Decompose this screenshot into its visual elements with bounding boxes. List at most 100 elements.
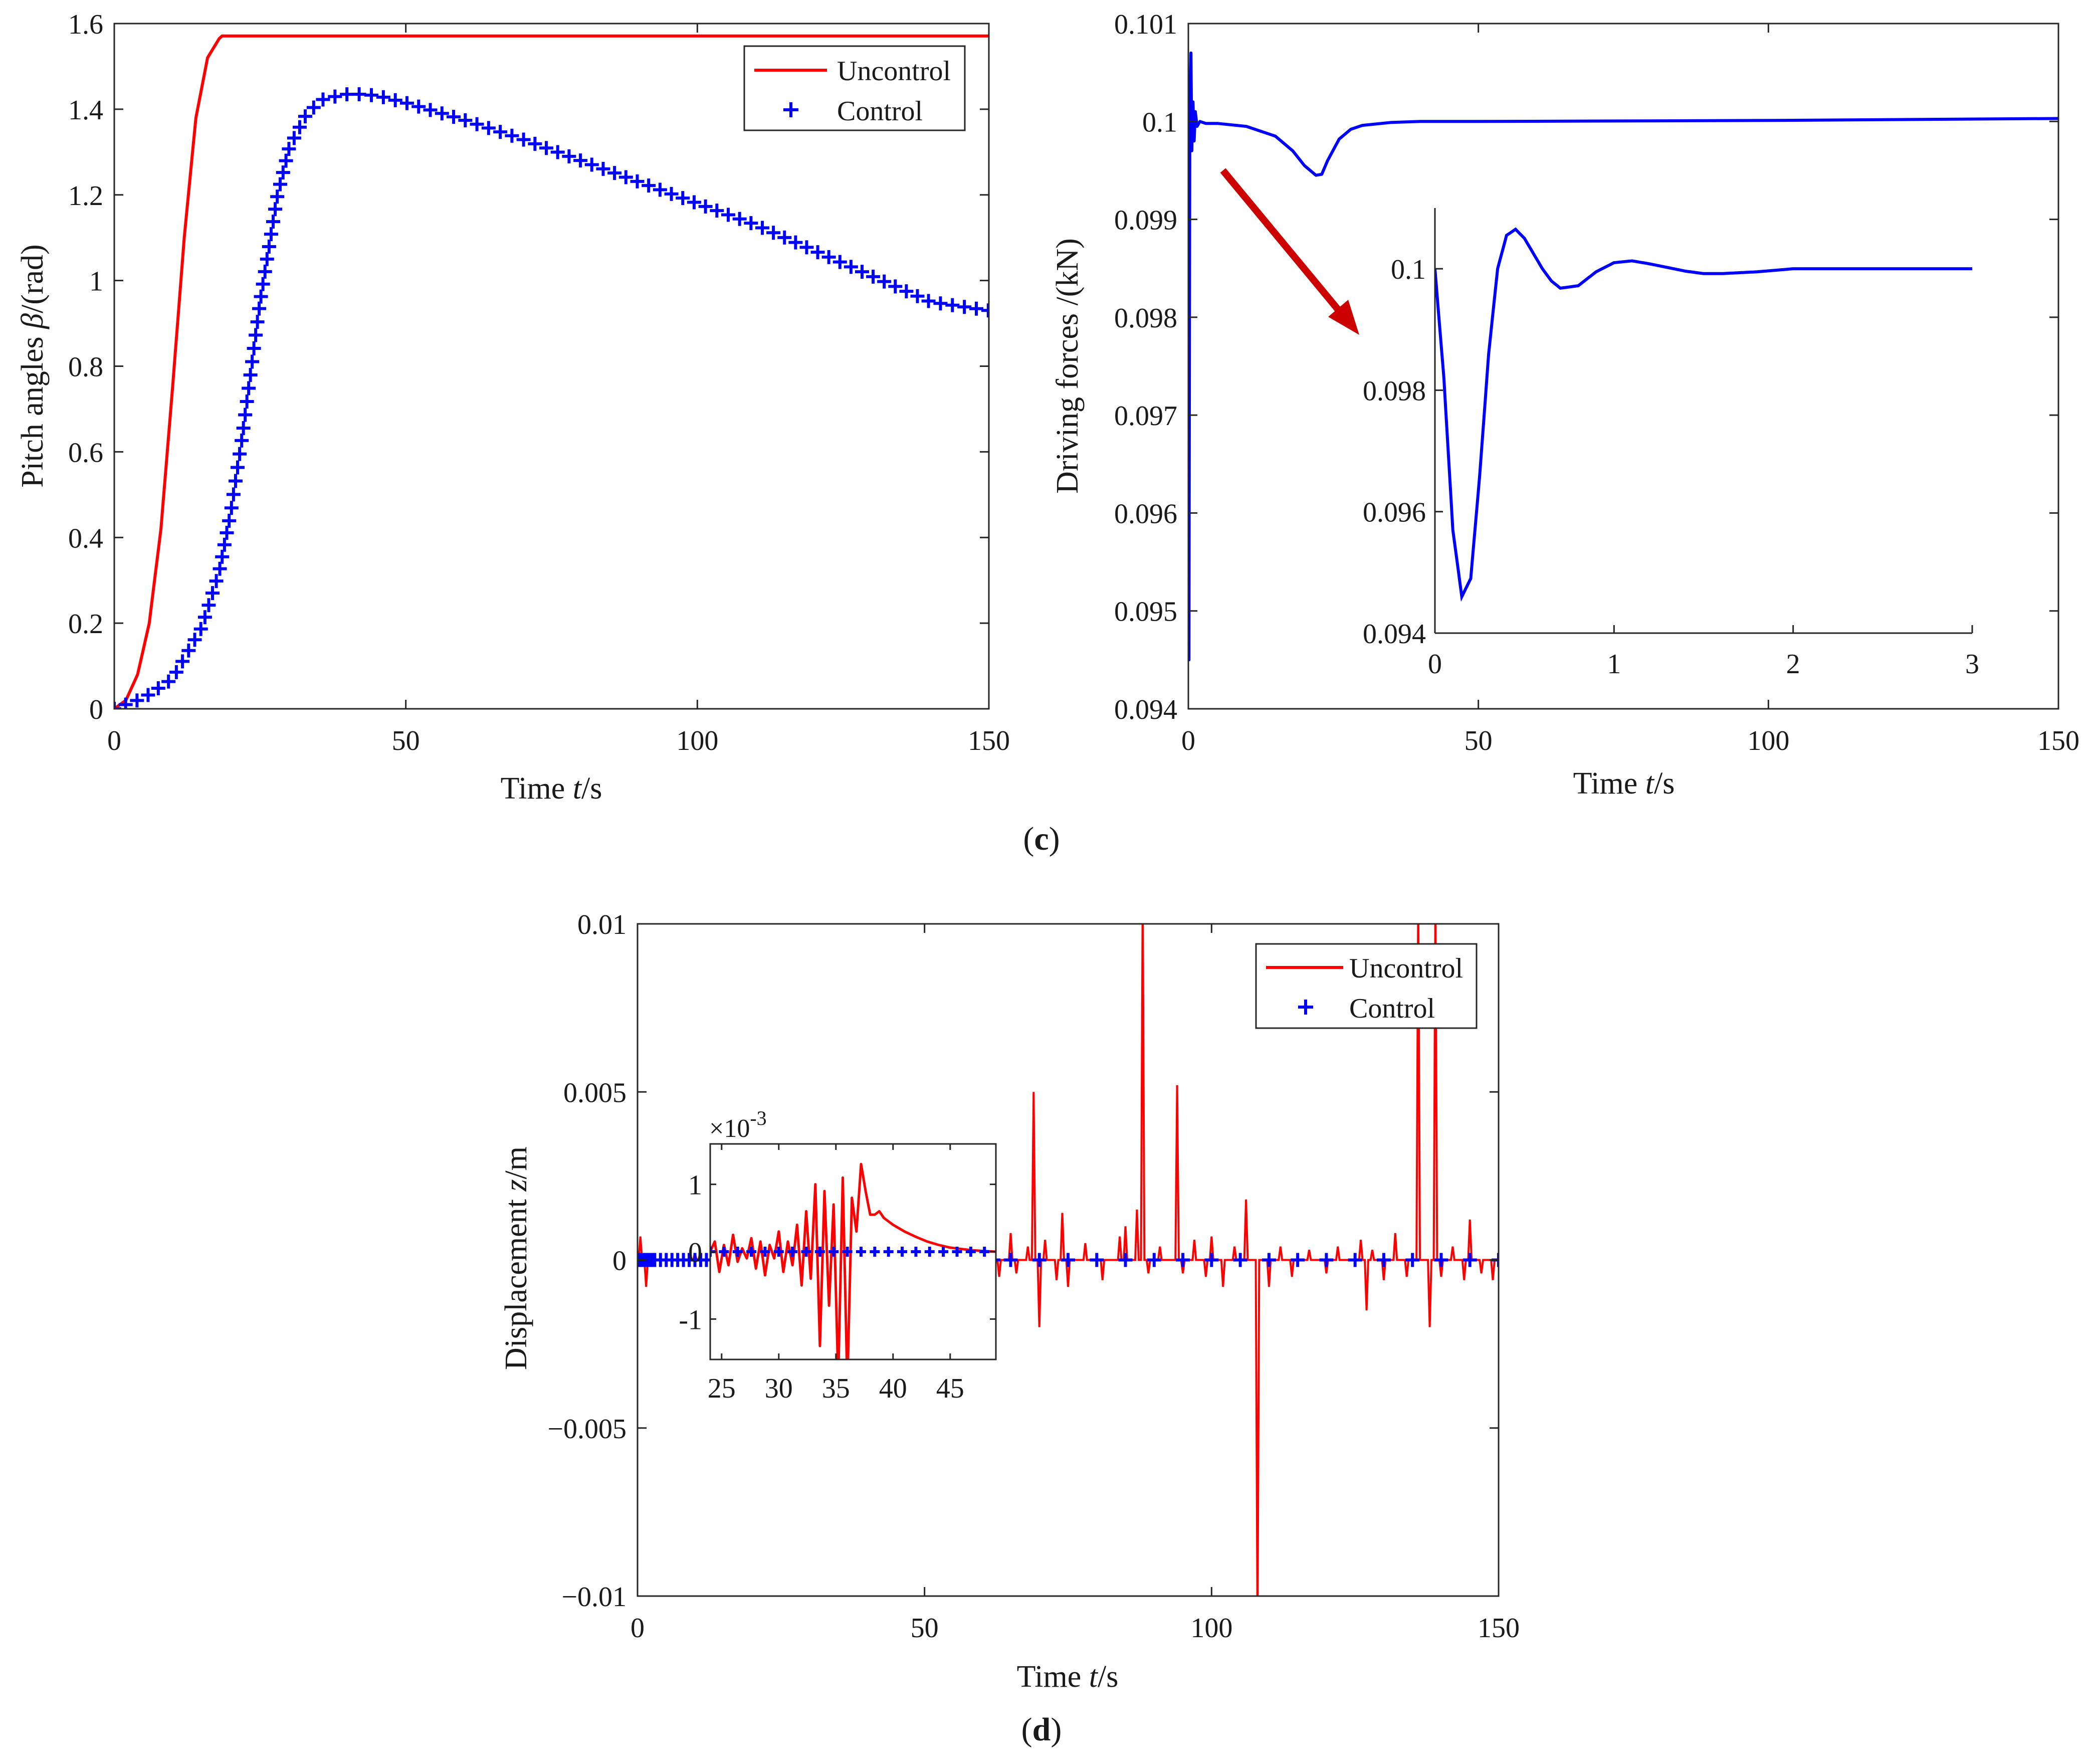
x-tick-label: 100: [676, 725, 718, 756]
chart-pitch-angles: 0 50 100 150 0 0.2 0.4 0.6 0.8 1 1.2 1.4 1.6 Uncontr…: [16, 9, 1010, 806]
control-marker: [618, 170, 633, 184]
control-marker: [287, 131, 301, 145]
y-tick-label: 1.2: [68, 180, 103, 212]
control-marker: [240, 394, 254, 409]
control-marker: [250, 315, 265, 329]
control-marker: [945, 298, 960, 312]
control-marker: [118, 697, 133, 709]
y-tick-label: 0: [688, 1237, 702, 1268]
control-marker: [266, 215, 281, 229]
y-tick-label: 0: [89, 694, 103, 725]
control-marker: [821, 250, 836, 264]
control-marker: [193, 622, 208, 636]
y-tick-label: 0.2: [68, 609, 103, 640]
control-marker: [810, 245, 825, 260]
y-tick-label: 0.097: [1114, 401, 1177, 432]
control-marker: [245, 354, 260, 369]
y-tick-label: 0.098: [1363, 375, 1426, 407]
y-tick-label: 0.099: [1114, 205, 1177, 236]
ticks-layer: 0 50 100 150 0.094 0.095 0.096 0.097 0.098 0.099 0…: [1114, 9, 2079, 756]
y-tick-label: -1: [679, 1304, 702, 1335]
y-tick-label: 1.4: [68, 95, 103, 126]
control-marker: [161, 674, 176, 689]
control-marker: [653, 182, 667, 197]
control-marker: [141, 688, 155, 702]
control-marker: [755, 221, 770, 235]
y-tick-label: 1: [688, 1170, 702, 1201]
y-tick-label: −0.005: [547, 1414, 626, 1445]
control-marker: [539, 141, 554, 155]
y-tick-label: 0.101: [1114, 9, 1177, 40]
y-tick-label: 0.6: [68, 437, 103, 468]
control-marker: [282, 142, 296, 156]
x-tick-label: 100: [1190, 1613, 1232, 1644]
inset-ticks-layer: 25 30 35 40 45 -1 0 1: [679, 1144, 996, 1404]
x-tick-label: 45: [936, 1373, 964, 1404]
x-tick-label: 0: [1181, 725, 1195, 756]
inset-control-marker: [952, 1247, 962, 1257]
control-marker: [247, 341, 261, 356]
inset-driving-force-line: [1435, 227, 1972, 602]
inset-exponent-label: ×10-3: [709, 1107, 767, 1143]
control-marker: [411, 99, 426, 114]
control-marker: [607, 166, 622, 180]
y-axis-label: Pitch angles β/(rad): [16, 244, 50, 487]
control-marker: [364, 88, 379, 102]
control-marker: [388, 93, 402, 107]
x-tick-label: 100: [1747, 725, 1789, 756]
legend-uncontrol-label: Uncontrol: [1349, 953, 1463, 984]
y-tick-label: 1.6: [68, 9, 103, 40]
inset-control-marker: [911, 1247, 921, 1257]
control-marker: [1319, 1253, 1334, 1267]
control-marker: [236, 421, 251, 435]
ticks-layer: 0 50 100 150 0 0.2 0.4 0.6 0.8 1 1.2 1.4 1.6: [68, 9, 1010, 756]
control-marker: [235, 433, 249, 448]
control-marker: [1405, 1253, 1420, 1267]
legend-uncontrol-label: Uncontrol: [837, 56, 951, 87]
zoom-arrow: [1220, 168, 1359, 335]
control-marker: [215, 549, 230, 564]
legend-control-marker: [783, 102, 798, 117]
control-marker: [832, 255, 847, 269]
y-tick-label: 0.005: [563, 1077, 626, 1108]
control-marker: [228, 474, 243, 488]
ticks-layer: 0 50 100 150 −0.01 −0.005 0 0.005 0.01: [547, 909, 1520, 1644]
x-tick-label: 50: [1465, 725, 1493, 756]
control-marker: [270, 189, 285, 204]
control-marker: [596, 161, 610, 176]
axes-box: [1187, 23, 2059, 710]
control-marker: [1463, 1253, 1477, 1267]
caption-d: (d): [1021, 1711, 1062, 1748]
control-marker: [744, 216, 758, 231]
control-marker: [209, 574, 224, 589]
control-marker: [242, 381, 256, 396]
inset-control-marker: [828, 1247, 839, 1257]
control-marker: [969, 301, 983, 316]
control-marker: [766, 226, 781, 240]
control-marker: [1348, 1253, 1362, 1267]
series-layer: [1188, 51, 2058, 662]
control-marker: [493, 125, 508, 139]
legend: Uncontrol Control: [743, 45, 966, 131]
inset-control-marker: [979, 1247, 990, 1257]
inset-control-marker: [965, 1247, 976, 1257]
control-marker: [642, 178, 656, 193]
control-marker: [399, 96, 414, 110]
control-marker: [151, 681, 165, 696]
control-marker: [957, 300, 972, 314]
legend: Uncontrol Control: [1255, 943, 1478, 1029]
control-marker: [252, 301, 267, 316]
legend-box: [743, 45, 966, 131]
x-tick-label: 40: [879, 1373, 907, 1404]
control-marker: [788, 235, 803, 250]
control-marker: [1434, 1253, 1448, 1267]
inset-control-marker: [938, 1247, 949, 1257]
inset-control-marker: [842, 1247, 853, 1257]
x-axis-label: Time t/s: [1017, 1660, 1119, 1694]
x-tick-label: 30: [765, 1373, 793, 1404]
y-tick-label: 0: [612, 1246, 626, 1277]
control-marker: [710, 204, 724, 218]
x-tick-label: 3: [1965, 649, 1979, 680]
control-marker: [256, 277, 270, 291]
inset-control-marker: [870, 1247, 880, 1257]
